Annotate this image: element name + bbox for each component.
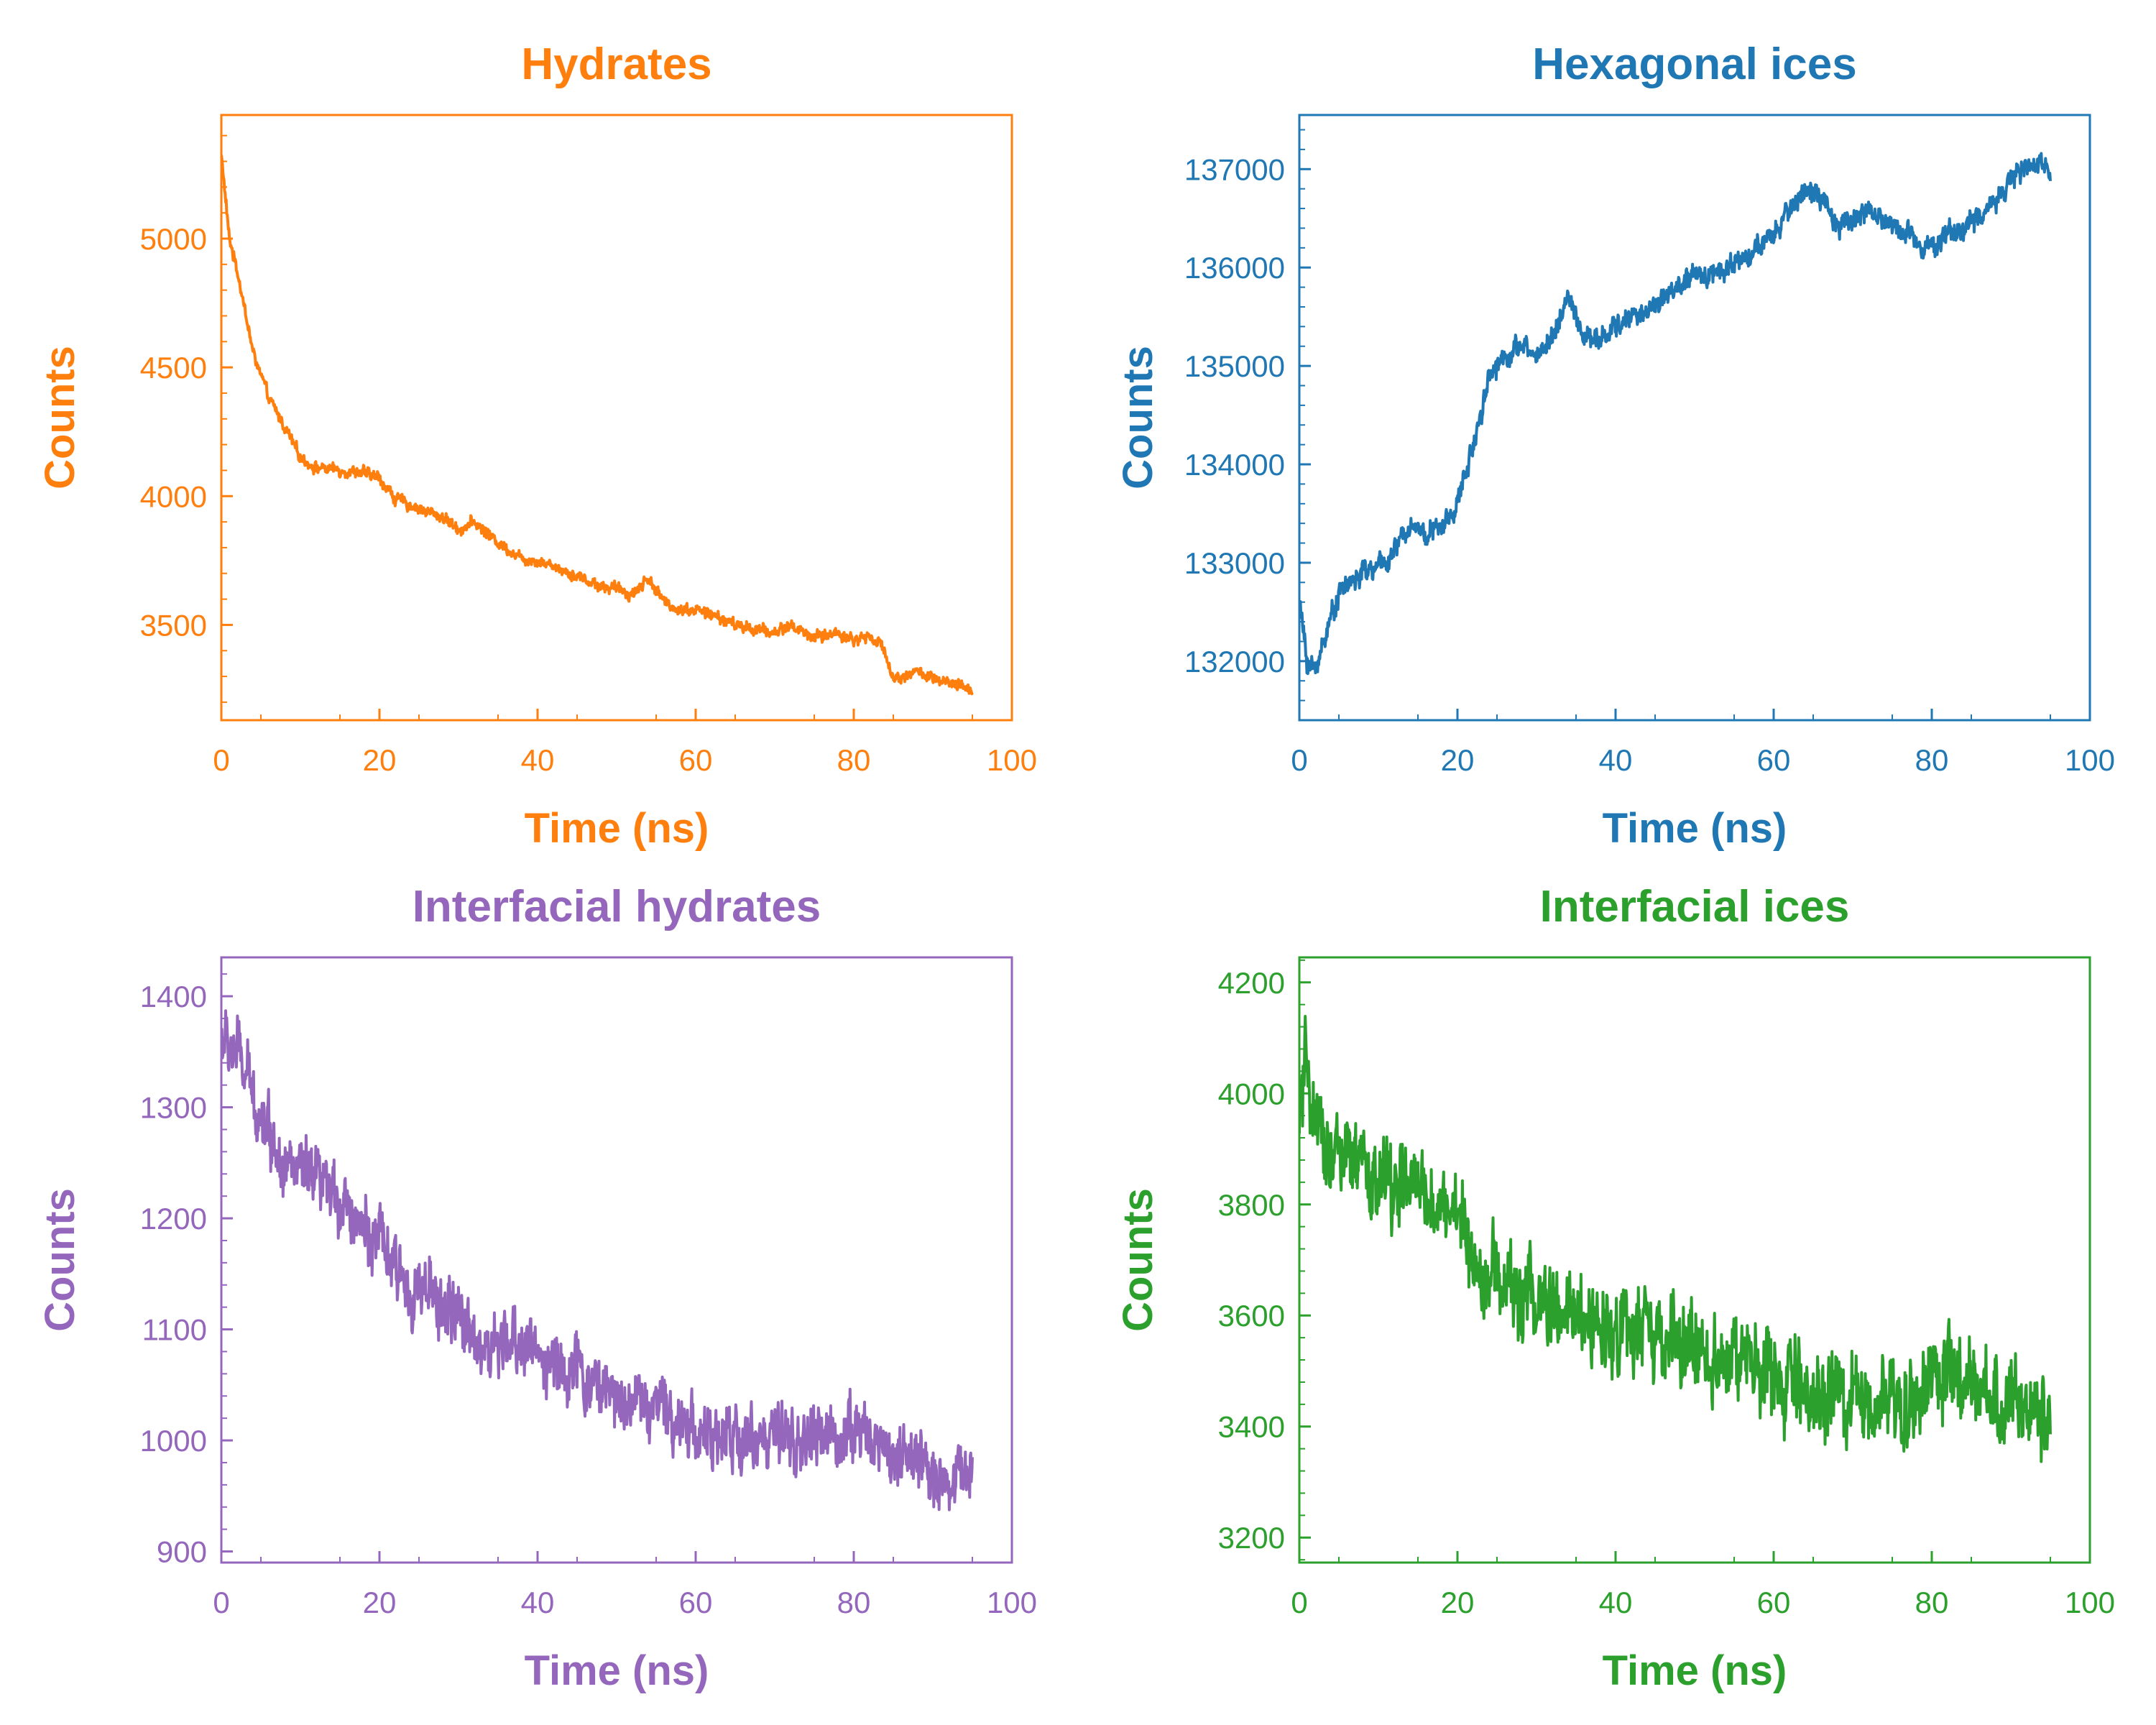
x-tick-label: 40 — [1599, 743, 1633, 777]
series-line — [221, 155, 974, 696]
chart-panel: Hydrates Time (ns) Counts 0 20 40 60 80 100 3500 4… — [37, 40, 1037, 852]
y-tick-label: 134000 — [1184, 448, 1285, 482]
x-tick-label: 60 — [679, 743, 713, 777]
y-tick-label: 4200 — [1218, 966, 1285, 1000]
y-tick-label: 5000 — [140, 222, 207, 256]
x-tick-label: 40 — [1599, 1586, 1633, 1619]
y-tick-label: 4000 — [1218, 1077, 1285, 1110]
x-tick-label: 0 — [1291, 743, 1307, 777]
x-tick-label: 80 — [1915, 1586, 1949, 1619]
chart-title: Hexagonal ices — [1532, 40, 1856, 89]
x-axis-label: Time (ns) — [525, 805, 709, 852]
y-tick-label: 900 — [157, 1535, 207, 1569]
y-tick-label: 3400 — [1218, 1410, 1285, 1444]
y-tick-label: 1000 — [140, 1424, 207, 1458]
y-tick-label: 4000 — [140, 479, 207, 513]
y-tick-label: 4500 — [140, 351, 207, 385]
chart-title: Hydrates — [521, 40, 711, 89]
x-tick-label: 100 — [2065, 743, 2115, 777]
x-tick-label: 40 — [521, 1586, 555, 1619]
x-tick-label: 60 — [1757, 1586, 1791, 1619]
y-tick-label: 1100 — [142, 1313, 207, 1347]
y-axis-label: Counts — [37, 1188, 83, 1332]
y-tick-label: 1300 — [140, 1091, 207, 1125]
y-tick-label: 132000 — [1184, 645, 1285, 678]
x-tick-label: 100 — [987, 743, 1037, 777]
x-tick-label: 60 — [679, 1586, 713, 1619]
y-tick-label: 1200 — [140, 1202, 207, 1236]
y-tick-label: 3600 — [1218, 1299, 1285, 1333]
chart-title: Interfacial hydrates — [413, 882, 821, 932]
y-tick-label: 135000 — [1184, 349, 1285, 383]
x-axis-label: Time (ns) — [525, 1647, 709, 1694]
x-tick-label: 0 — [213, 743, 229, 777]
y-tick-label: 3800 — [1218, 1188, 1285, 1222]
x-tick-label: 100 — [2065, 1586, 2115, 1619]
plot-frame — [220, 956, 1013, 1564]
x-tick-label: 20 — [363, 1586, 397, 1619]
x-axis-label: Time (ns) — [1603, 805, 1787, 852]
x-tick-label: 80 — [1915, 743, 1949, 777]
plot-frame — [220, 114, 1013, 722]
plot-frame — [1298, 956, 2091, 1564]
x-tick-label: 40 — [521, 743, 555, 777]
y-tick-label: 133000 — [1184, 546, 1285, 580]
x-tick-label: 80 — [837, 1586, 871, 1619]
y-tick-label: 3500 — [140, 608, 207, 642]
x-tick-label: 80 — [837, 743, 871, 777]
y-axis-label: Counts — [37, 346, 83, 489]
y-tick-label: 137000 — [1184, 152, 1285, 186]
y-tick-label: 136000 — [1184, 251, 1285, 285]
x-tick-label: 0 — [1291, 1586, 1307, 1619]
plot-frame — [1298, 114, 2091, 722]
series-line — [1299, 152, 2052, 676]
series-line — [221, 1009, 974, 1512]
y-axis-label: Counts — [1115, 1188, 1161, 1332]
y-tick-label: 1400 — [140, 980, 207, 1013]
x-axis-label: Time (ns) — [1603, 1647, 1787, 1694]
chart-title: Interfacial ices — [1540, 882, 1850, 932]
x-tick-label: 60 — [1757, 743, 1791, 777]
y-axis-label: Counts — [1115, 346, 1161, 489]
x-tick-label: 20 — [363, 743, 397, 777]
y-tick-label: 3200 — [1218, 1521, 1285, 1555]
series-line — [1299, 1015, 2052, 1463]
x-tick-label: 0 — [213, 1586, 229, 1619]
chart-panel: Interfacial ices Time (ns) Counts 0 20 40 60 80… — [1115, 882, 2115, 1694]
x-tick-label: 100 — [987, 1586, 1037, 1619]
x-tick-label: 20 — [1441, 1586, 1475, 1619]
chart-panel: Hexagonal ices Time (ns) Counts 0 20 40 60 80 10… — [1115, 40, 2115, 852]
x-tick-label: 20 — [1441, 743, 1475, 777]
chart-panel: Interfacial hydrates Time (ns) Counts 0 20 40… — [37, 882, 1037, 1694]
